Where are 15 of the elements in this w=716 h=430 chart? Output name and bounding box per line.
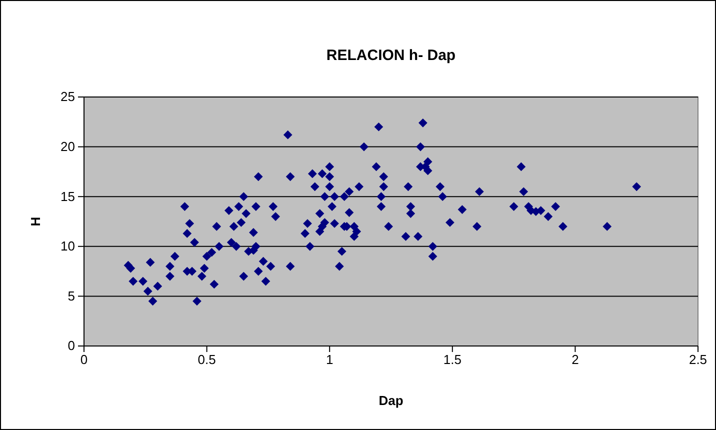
x-tick-label: 2.5: [688, 352, 708, 368]
x-tick-label: 0.5: [198, 352, 216, 368]
y-tick-label: 5: [68, 288, 75, 304]
x-tick-label: 1: [326, 352, 334, 368]
y-tick-label: 0: [68, 338, 75, 354]
y-axis-title: H: [28, 216, 43, 226]
chart-title: RELACION h- Dap: [326, 47, 456, 64]
y-tick-label: 20: [60, 138, 75, 154]
x-tick-label: 2: [572, 352, 579, 368]
y-tick-label: 15: [60, 188, 75, 204]
x-tick-label: 1.5: [443, 352, 462, 368]
x-axis-title: Dap: [378, 393, 404, 408]
y-tick-label: 10: [60, 238, 75, 254]
y-tick-label: 25: [60, 89, 75, 104]
x-tick-label: 0: [80, 352, 88, 368]
